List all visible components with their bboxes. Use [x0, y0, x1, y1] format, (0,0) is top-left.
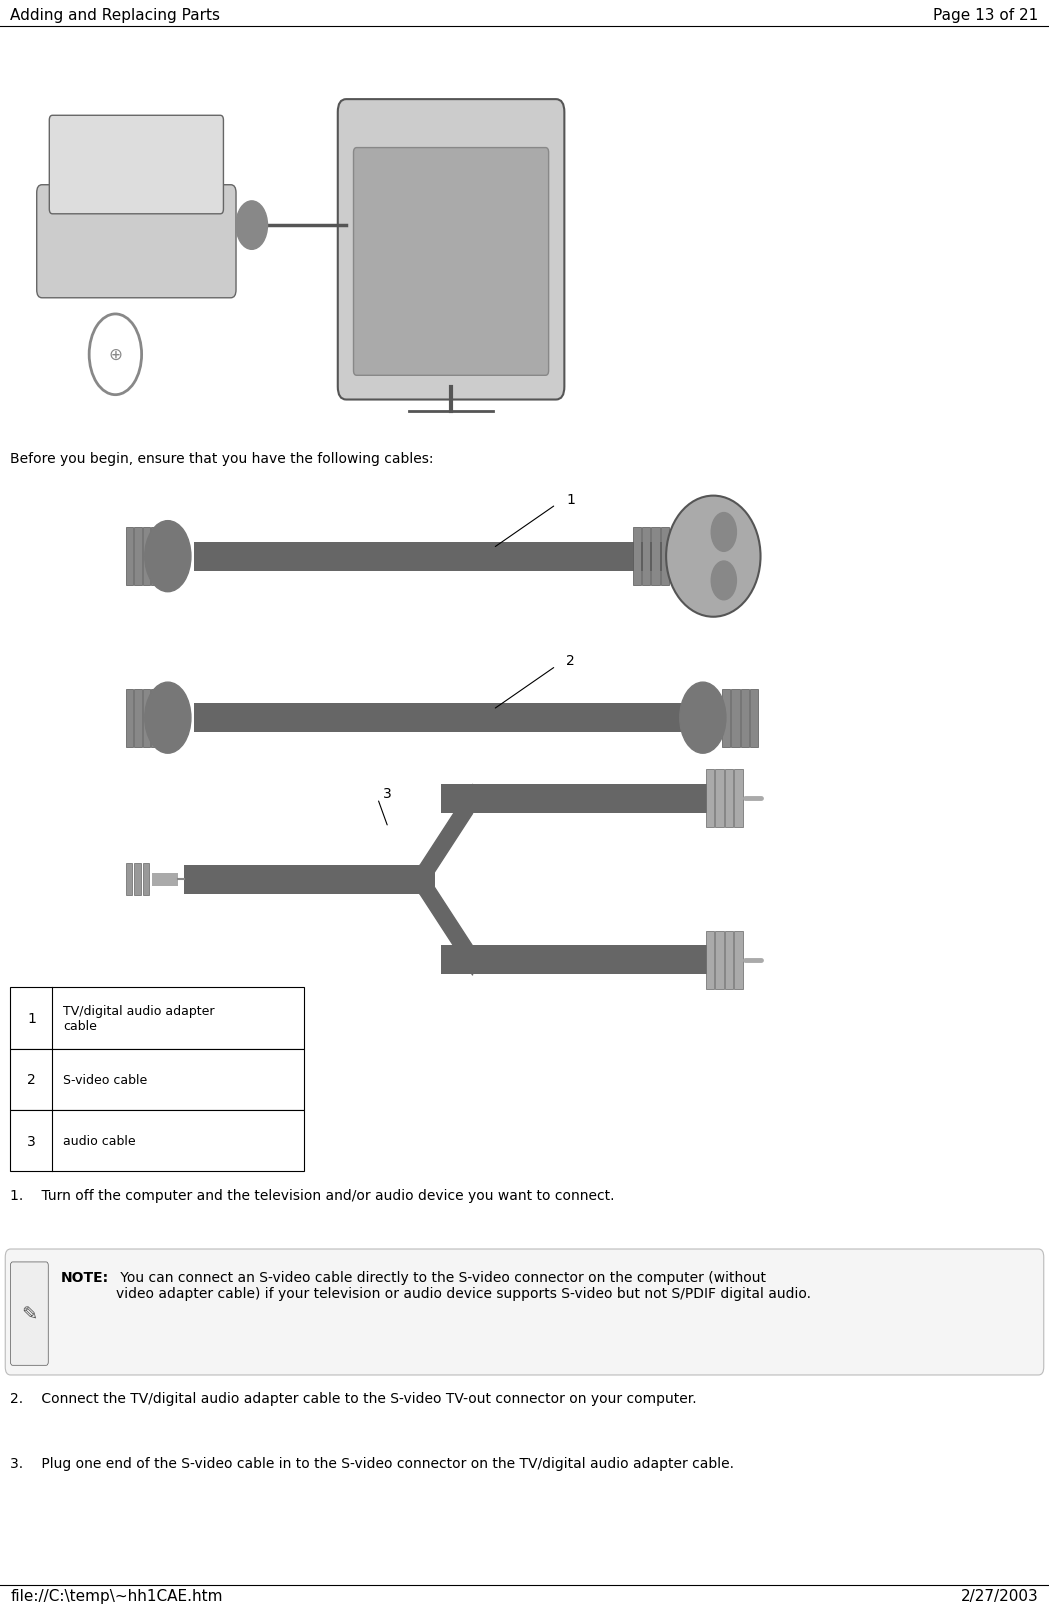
Text: You can connect an S-video cable directly to the S-video connector on the comput: You can connect an S-video cable directl… [116, 1270, 812, 1301]
Bar [151, 689, 158, 747]
Bar [734, 770, 743, 828]
Bar [722, 689, 730, 747]
Text: NOTE:: NOTE: [61, 1270, 109, 1285]
Bar [151, 528, 158, 586]
Bar [715, 770, 724, 828]
Bar [725, 770, 733, 828]
Text: 2: 2 [27, 1073, 36, 1086]
Bar [661, 528, 669, 586]
Bar [741, 689, 749, 747]
Bar [194, 542, 687, 571]
Text: Page 13 of 21: Page 13 of 21 [934, 8, 1039, 23]
Text: 3: 3 [27, 1135, 36, 1148]
Text: 3.  Plug one end of the S-video cable in to the S-video connector on the TV/digi: 3. Plug one end of the S-video cable in … [10, 1456, 734, 1470]
Text: S-video cable: S-video cable [63, 1073, 147, 1086]
Bar [731, 689, 740, 747]
Text: 2/27/2003: 2/27/2003 [961, 1588, 1039, 1603]
Bar [10, 1110, 304, 1172]
FancyBboxPatch shape [37, 186, 236, 299]
Ellipse shape [666, 497, 761, 618]
Bar [441, 784, 713, 813]
Bar [642, 528, 650, 586]
Text: ✎: ✎ [21, 1304, 38, 1323]
Text: 3: 3 [383, 786, 391, 801]
Circle shape [711, 513, 736, 552]
Text: TV/digital audio adapter
cable: TV/digital audio adapter cable [63, 1004, 214, 1033]
Text: 2.  Connect the TV/digital audio adapter cable to the S-video TV-out connector o: 2. Connect the TV/digital audio adapter … [10, 1391, 698, 1406]
Bar [152, 873, 178, 886]
Circle shape [145, 521, 191, 592]
Text: 2: 2 [566, 654, 575, 668]
FancyBboxPatch shape [5, 1249, 1044, 1375]
Circle shape [680, 683, 726, 754]
Text: Before you begin, ensure that you have the following cables:: Before you begin, ensure that you have t… [10, 452, 434, 466]
Bar [143, 863, 149, 896]
Text: audio cable: audio cable [63, 1135, 135, 1148]
Bar [126, 863, 132, 896]
Text: Adding and Replacing Parts: Adding and Replacing Parts [10, 8, 220, 23]
Bar [126, 689, 133, 747]
Bar [134, 528, 142, 586]
Text: 1: 1 [27, 1012, 36, 1025]
Circle shape [711, 562, 736, 600]
FancyBboxPatch shape [354, 148, 549, 376]
Text: ⊕: ⊕ [108, 345, 123, 365]
Bar [706, 770, 714, 828]
Bar [194, 704, 687, 733]
Text: file://C:\temp\~hh1CAE.htm: file://C:\temp\~hh1CAE.htm [10, 1588, 223, 1603]
Bar [143, 689, 150, 747]
Bar [734, 931, 743, 989]
FancyBboxPatch shape [338, 100, 564, 400]
Bar [651, 528, 660, 586]
Text: 1.  Turn off the computer and the television and/or audio device you want to con: 1. Turn off the computer and the televis… [10, 1188, 615, 1202]
FancyBboxPatch shape [10, 1262, 48, 1365]
Bar [725, 931, 733, 989]
Bar [10, 988, 304, 1049]
Circle shape [145, 683, 191, 754]
Bar [134, 689, 142, 747]
Bar [126, 528, 133, 586]
Bar [706, 931, 714, 989]
FancyBboxPatch shape [49, 116, 223, 215]
Bar [441, 946, 713, 975]
Text: 1: 1 [566, 492, 575, 507]
Bar [10, 1049, 304, 1110]
Bar [184, 865, 435, 894]
Bar [715, 931, 724, 989]
Circle shape [236, 202, 267, 250]
Bar [143, 528, 150, 586]
Bar [633, 528, 641, 586]
Bar [750, 689, 758, 747]
Bar [134, 863, 141, 896]
